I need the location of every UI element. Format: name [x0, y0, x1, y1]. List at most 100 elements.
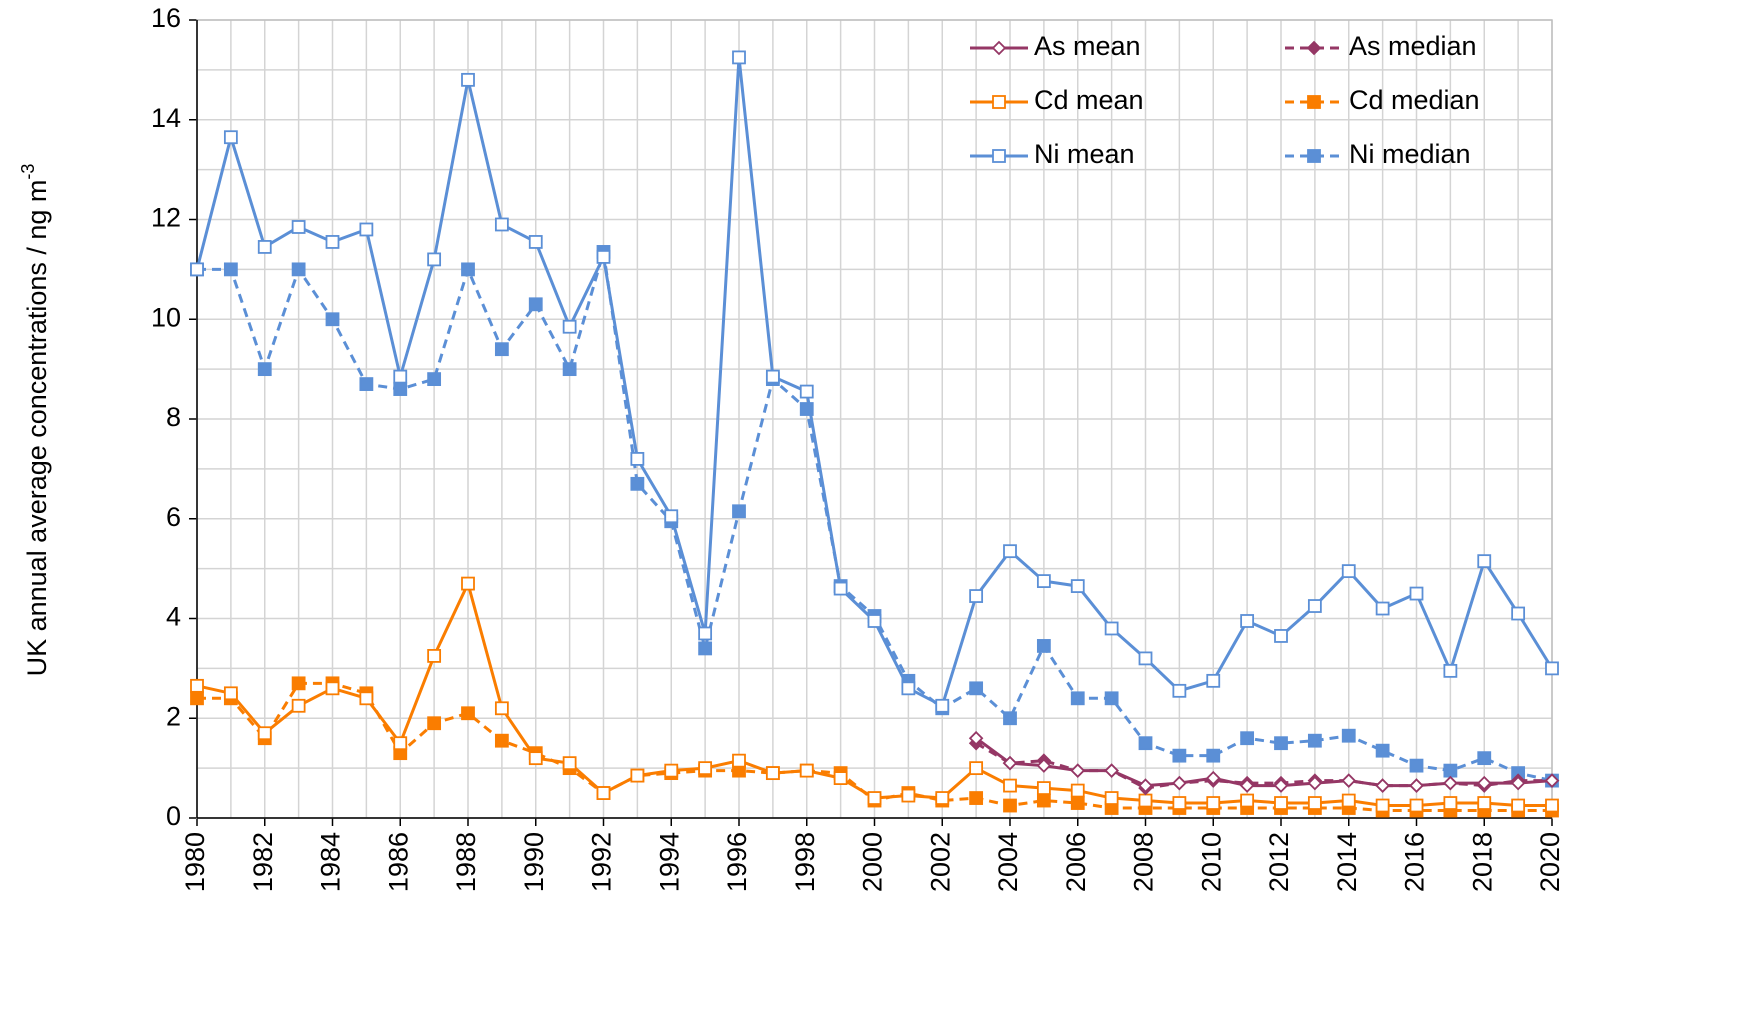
marker — [1306, 40, 1322, 56]
marker — [664, 509, 679, 524]
legend-label: As mean — [1034, 31, 1141, 61]
marker — [968, 730, 984, 746]
legend-label: Cd median — [1349, 85, 1480, 115]
marker — [1375, 743, 1390, 758]
marker — [1003, 544, 1017, 559]
x-tick-label: 1992 — [587, 832, 617, 892]
marker — [1409, 778, 1424, 793]
marker — [1511, 798, 1526, 813]
x-tick-label: 2020 — [1535, 832, 1565, 892]
marker — [190, 691, 204, 706]
marker — [1307, 796, 1322, 810]
marker — [1240, 793, 1255, 808]
marker — [935, 791, 950, 805]
marker — [461, 72, 475, 87]
marker — [1307, 733, 1322, 748]
marker — [765, 766, 780, 781]
marker — [1070, 763, 1086, 778]
marker — [1205, 770, 1221, 786]
marker — [1003, 711, 1017, 726]
marker — [427, 716, 442, 731]
series — [968, 730, 1560, 793]
marker — [291, 676, 306, 691]
marker — [833, 771, 848, 785]
marker — [1443, 763, 1458, 778]
x-tick-label: 1984 — [316, 832, 346, 892]
marker — [799, 763, 814, 778]
legend: As mean As median Cd mean Cd median Ni mean N… — [970, 31, 1480, 169]
marker — [969, 681, 984, 696]
x-tick-label: 2010 — [1196, 832, 1226, 892]
y-axis-label: UK annual average concentrations / ng m-… — [18, 164, 52, 677]
marker — [1341, 564, 1356, 579]
y-tick-label: 16 — [151, 3, 181, 33]
marker — [1070, 691, 1085, 706]
marker — [765, 369, 780, 384]
marker — [257, 240, 272, 254]
marker — [1138, 778, 1153, 793]
marker — [1206, 796, 1221, 810]
marker — [799, 384, 814, 399]
marker — [969, 791, 984, 805]
marker — [1036, 758, 1052, 773]
marker — [1375, 778, 1390, 793]
marker — [291, 220, 306, 234]
marker — [992, 149, 1006, 163]
marker — [325, 681, 340, 696]
marker — [393, 736, 408, 751]
y-tick-label: 8 — [166, 402, 181, 432]
marker — [1104, 791, 1119, 805]
marker — [1206, 748, 1221, 763]
marker — [1172, 775, 1187, 791]
x-tick-label: 2004 — [993, 832, 1023, 892]
marker — [1003, 798, 1017, 813]
x-tick-label: 2014 — [1332, 832, 1362, 892]
marker — [630, 476, 645, 491]
marker — [393, 382, 408, 396]
marker — [494, 701, 509, 716]
x-tick-label: 1988 — [451, 832, 481, 892]
marker — [494, 342, 509, 357]
marker — [1036, 639, 1051, 653]
marker — [1206, 673, 1221, 688]
marker — [528, 235, 543, 249]
marker — [1036, 574, 1051, 588]
marker — [427, 252, 442, 267]
marker — [1274, 736, 1288, 751]
marker — [1070, 579, 1085, 593]
y-tick-label: 14 — [151, 103, 181, 133]
series-line — [975, 736, 1553, 788]
marker — [1070, 796, 1085, 810]
marker — [1477, 554, 1492, 569]
x-tick-label: 2016 — [1400, 832, 1430, 892]
y-tick-label: 10 — [151, 302, 181, 332]
legend-label: Cd mean — [1034, 85, 1144, 115]
marker — [427, 372, 442, 387]
marker — [1544, 773, 1560, 788]
marker — [1443, 775, 1458, 791]
marker — [359, 691, 374, 706]
marker — [1104, 691, 1119, 706]
marker — [359, 377, 374, 391]
y-tick-label: 4 — [166, 602, 181, 632]
marker — [1477, 751, 1492, 766]
marker — [1003, 778, 1017, 793]
marker — [1307, 95, 1321, 109]
marker — [1138, 793, 1153, 808]
marker — [1240, 614, 1255, 628]
marker — [223, 686, 238, 701]
y-tick-label: 0 — [166, 801, 181, 831]
marker — [1443, 663, 1458, 678]
x-tick-label: 1980 — [180, 832, 210, 892]
marker — [190, 262, 204, 277]
marker — [1443, 796, 1458, 810]
marker — [1002, 755, 1018, 771]
marker — [867, 614, 882, 628]
marker — [393, 369, 408, 384]
marker — [1036, 781, 1051, 795]
x-tick-label: 2006 — [1061, 832, 1091, 892]
x-tick-label: 2002 — [925, 832, 955, 892]
x-tick-label: 1990 — [519, 832, 549, 892]
marker — [901, 681, 916, 696]
